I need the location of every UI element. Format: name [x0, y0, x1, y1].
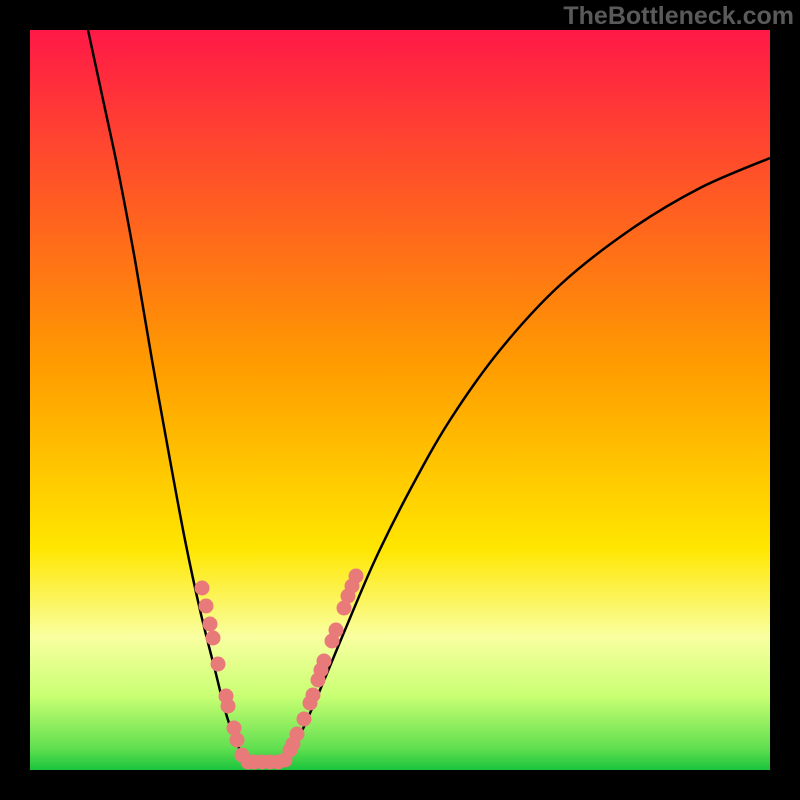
curve-right-branch — [284, 158, 770, 762]
watermark-text: TheBottleneck.com — [563, 2, 794, 31]
chart-svg — [30, 30, 770, 770]
marker-point — [206, 631, 221, 646]
marker-point — [306, 688, 321, 703]
marker-point — [211, 657, 226, 672]
marker-point — [297, 712, 312, 727]
curve-left-branch — [88, 30, 245, 762]
marker-point — [317, 654, 332, 669]
marker-point — [349, 569, 364, 584]
marker-point — [329, 623, 344, 638]
marker-point — [199, 599, 214, 614]
marker-point — [221, 699, 236, 714]
marker-point — [203, 617, 218, 632]
marker-point — [195, 581, 210, 596]
chart-root: TheBottleneck.com — [0, 0, 800, 800]
marker-point — [290, 727, 305, 742]
marker-point — [230, 733, 245, 748]
